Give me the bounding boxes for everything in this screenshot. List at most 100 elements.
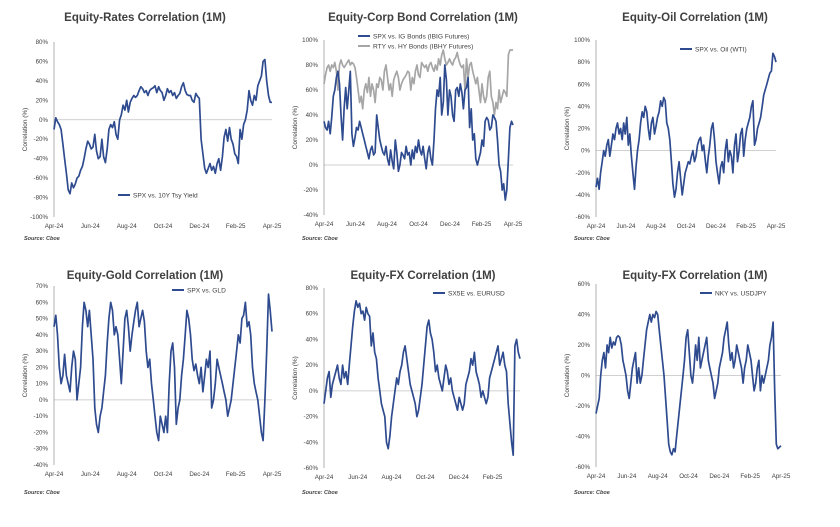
chart-panel-equity-fx-nky: Equity-FX Correlation (1M) -60% -40% -20% 0…: [560, 258, 830, 520]
x-tick-label: Feb-25: [472, 221, 492, 228]
y-tick-label: -30%: [34, 446, 49, 453]
x-tick-label: Dec-24: [189, 223, 210, 230]
y-tick-label: 0%: [309, 388, 318, 395]
y-tick-label: -100%: [30, 214, 48, 221]
source-note: Source: Cboe: [24, 490, 60, 496]
y-tick-label: 60%: [36, 58, 49, 65]
x-tick-label: Apr-25: [504, 221, 523, 228]
y-tick-label: 60%: [36, 299, 49, 306]
chart-panel-equity-oil: Equity-Oil Correlation (1M) -60% -40% -20%…: [560, 0, 830, 262]
y-tick-label: -20%: [576, 403, 591, 410]
series-line: [323, 64, 514, 201]
chart-panel-equity-corp-bond: Equity-Corp Bond Correlation (1M) -40% -2…: [288, 0, 558, 262]
chart-panel-equity-gold: Equity-Gold Correlation (1M) -40% -30% -20…: [10, 258, 282, 520]
series-line: [323, 300, 521, 456]
y-tick-label: 0%: [581, 373, 590, 380]
series-line: [53, 58, 272, 195]
legend-label: SPX vs. 10Y Tsy Yield: [133, 192, 198, 199]
y-tick-label: -60%: [304, 465, 319, 472]
x-tick-label: Apr-24: [45, 223, 64, 230]
x-tick-label: Apr-25: [772, 473, 791, 480]
y-tick-label: -60%: [576, 214, 591, 221]
chart-plot: -60% -40% -20% 0% 20% 40% 60% 80% 100% Correlatio…: [564, 37, 786, 230]
y-tick-label: 30%: [36, 348, 49, 355]
x-tick-label: Oct-24: [677, 223, 696, 230]
y-tick-label: -20%: [304, 187, 319, 194]
y-tick-label: 80%: [578, 59, 591, 66]
x-tick-label: Apr-25: [767, 223, 786, 230]
x-tick-label: Aug-24: [381, 474, 402, 481]
y-tick-label: 40%: [578, 103, 591, 110]
x-tick-label: Jun-24: [81, 471, 100, 478]
x-tick-label: Aug-24: [646, 223, 667, 230]
x-tick-label: Feb-25: [483, 474, 503, 481]
y-tick-label: 40%: [306, 336, 319, 343]
source-note: Source: Cboe: [302, 490, 338, 496]
source-note: Source: Cboe: [574, 490, 610, 496]
y-tick-label: 40%: [578, 312, 591, 319]
chart-title: Equity-Gold Correlation (1M): [66, 270, 224, 282]
y-tick-label: 0%: [581, 148, 590, 155]
chart-plot: -100% -80% -60% -40% -20% 0% 20% 40% 60% 80% Corre…: [22, 39, 282, 230]
y-tick-label: -20%: [34, 429, 49, 436]
y-tick-label: 20%: [36, 97, 49, 104]
x-tick-label: Dec-24: [440, 221, 461, 228]
legend-label: SPX vs. Oil (WTI): [695, 46, 747, 53]
chart-panel-equity-rates: Equity-Rates Correlation (1M) -100% -80% -…: [10, 0, 282, 262]
chart-title: Equity-Oil Correlation (1M): [622, 12, 768, 24]
x-tick-label: Aug-24: [117, 223, 138, 230]
y-tick-label: -40%: [34, 462, 49, 469]
y-tick-label: 80%: [306, 62, 319, 69]
y-tick-label: 40%: [36, 78, 49, 85]
x-tick-label: Oct-24: [409, 221, 428, 228]
y-axis-label: Correlation (%): [564, 354, 571, 398]
chart-panel-equity-fx-sx5e: Equity-FX Correlation (1M) -60% -40% -20% 0…: [288, 258, 558, 520]
y-tick-label: -60%: [576, 464, 591, 471]
x-tick-label: Aug-24: [377, 221, 398, 228]
x-tick-label: Apr-25: [263, 471, 282, 478]
legend-label: SX5E vs. EURUSD: [448, 290, 505, 297]
y-tick-label: -40%: [304, 439, 319, 446]
series-line: [323, 49, 513, 116]
y-axis-label: Correlation (%): [292, 106, 299, 150]
x-tick-label: Oct-24: [416, 474, 435, 481]
x-tick-label: Jun-24: [348, 474, 367, 481]
y-tick-label: 80%: [306, 285, 319, 292]
y-tick-label: -60%: [34, 175, 49, 182]
x-tick-label: Jun-24: [346, 221, 365, 228]
legend-label: SPX vs. GLD: [187, 287, 226, 294]
y-tick-label: 70%: [36, 283, 49, 290]
legend-label: NKY vs. USDJPY: [715, 290, 767, 297]
y-tick-label: -40%: [576, 192, 591, 199]
x-tick-label: Dec-24: [189, 471, 210, 478]
source-note: Source: Cboe: [574, 236, 610, 242]
x-tick-label: Feb-25: [226, 471, 246, 478]
source-note: Source: Cboe: [24, 236, 60, 242]
x-tick-label: Apr-24: [315, 474, 334, 481]
x-tick-label: Feb-25: [226, 223, 246, 230]
x-tick-label: Dec-24: [709, 473, 730, 480]
source-note: Source: Cboe: [302, 236, 338, 242]
series-line: [595, 310, 782, 456]
y-tick-label: 0%: [309, 162, 318, 169]
y-tick-label: -10%: [34, 413, 49, 420]
y-tick-label: 0%: [39, 397, 48, 404]
y-tick-label: -80%: [34, 195, 49, 202]
y-tick-label: 20%: [578, 126, 591, 133]
y-tick-label: 100%: [302, 37, 318, 44]
x-tick-label: Aug-24: [117, 471, 138, 478]
x-tick-label: Jun-24: [617, 223, 636, 230]
y-tick-label: 40%: [306, 112, 319, 119]
y-axis-label: Correlation (%): [292, 356, 299, 400]
y-axis-label: Correlation (%): [22, 354, 29, 398]
x-tick-label: Feb-25: [740, 473, 760, 480]
y-tick-label: -40%: [304, 212, 319, 219]
y-tick-label: -40%: [34, 156, 49, 163]
x-tick-label: Jun-24: [617, 473, 636, 480]
y-tick-label: 60%: [306, 87, 319, 94]
x-tick-label: Oct-24: [154, 471, 173, 478]
y-tick-label: 50%: [36, 316, 49, 323]
y-tick-label: 40%: [36, 332, 49, 339]
x-tick-label: Oct-24: [679, 473, 698, 480]
y-tick-label: 20%: [306, 362, 319, 369]
